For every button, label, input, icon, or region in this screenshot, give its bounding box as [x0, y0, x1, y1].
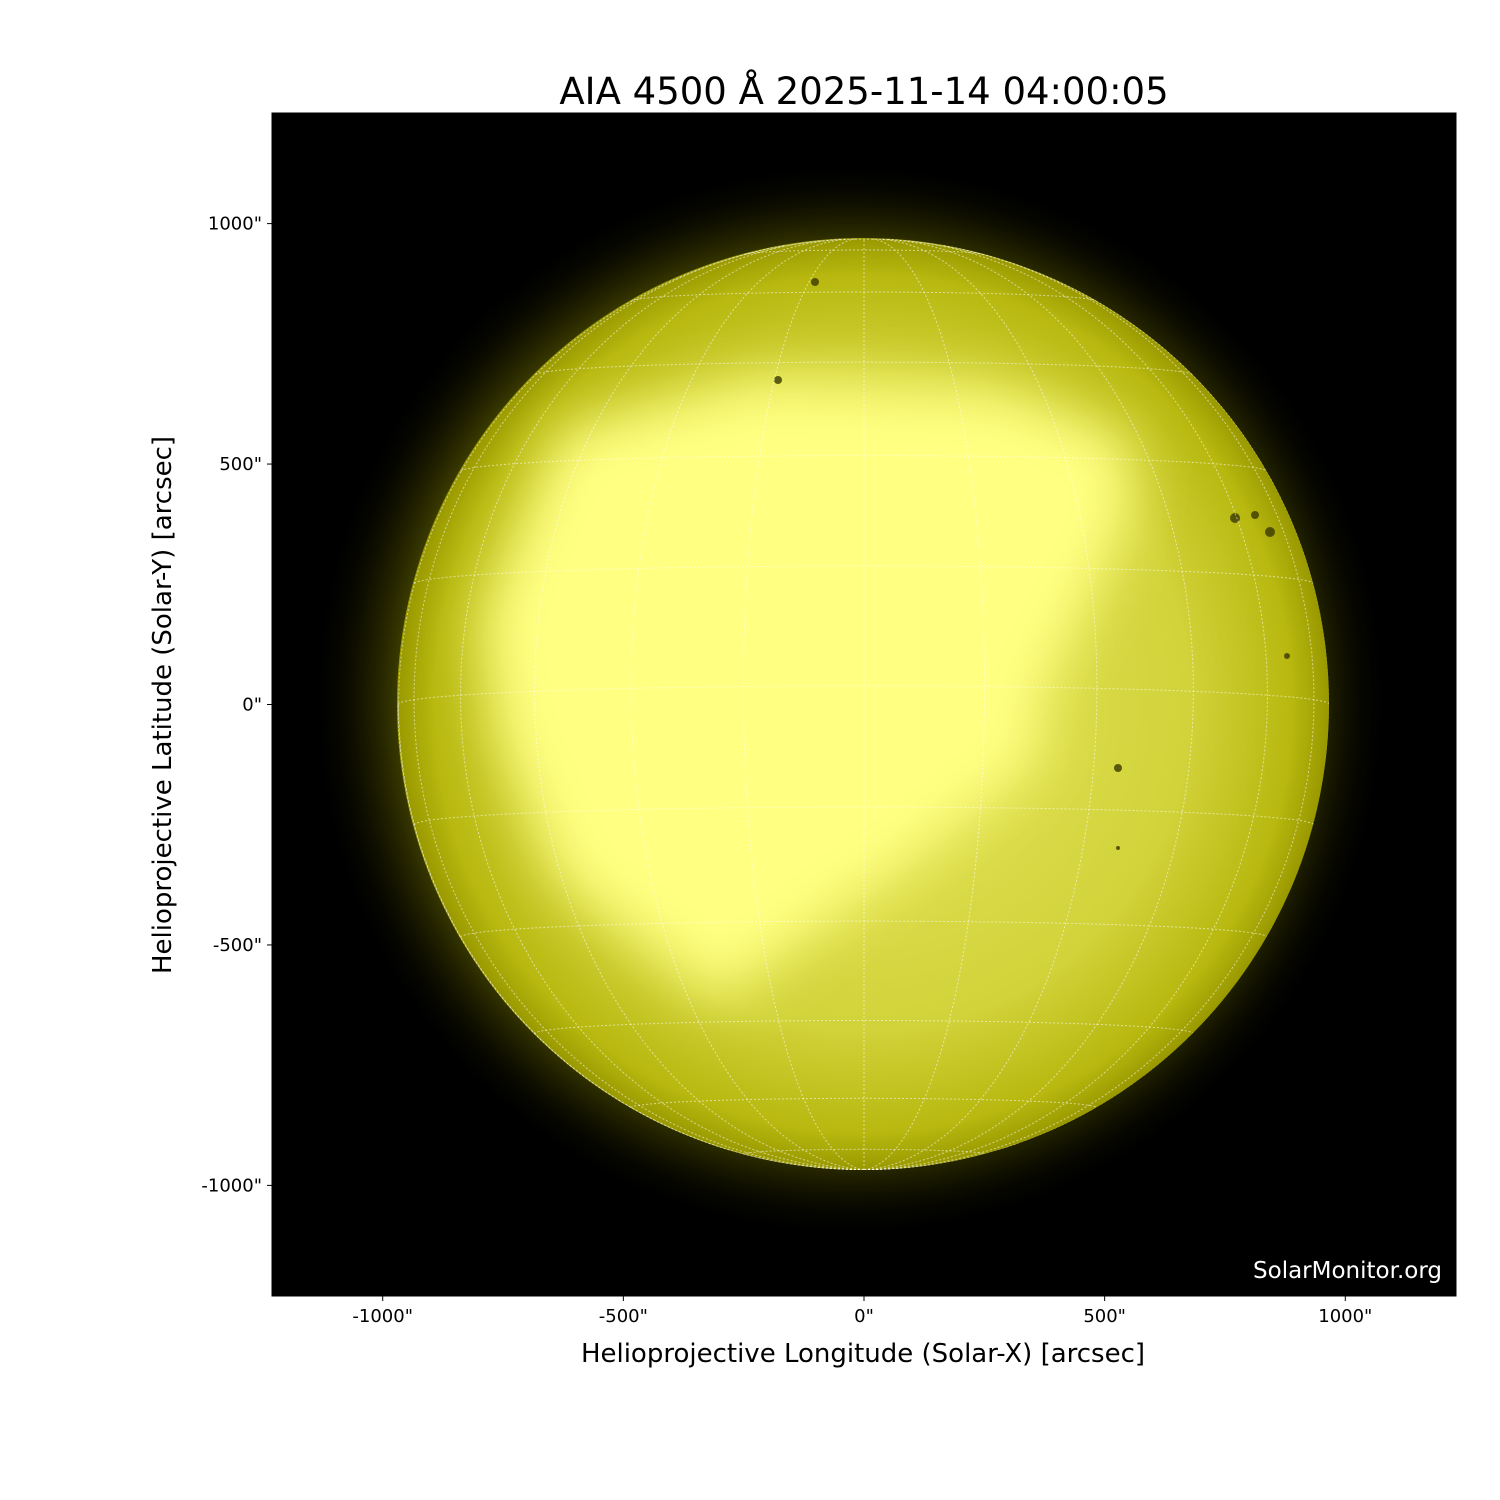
latitude-line	[413, 806, 1315, 826]
latitude-line	[631, 291, 1097, 302]
x-axis: -1000" -500" 0" 500" 1000"	[352, 1296, 1372, 1327]
latitude-line	[535, 361, 1193, 375]
y-tick-label: -500"	[213, 935, 262, 956]
y-axis: -1000" -500" 0" 500" 1000"	[201, 214, 272, 1196]
longitude-line	[630, 238, 865, 1170]
sunspot	[774, 376, 782, 384]
sunspot	[1230, 513, 1240, 523]
limb-line	[398, 238, 1329, 1170]
y-axis-label: Helioprojective Latitude (Solar-Y) [arcs…	[148, 436, 178, 974]
x-tick-label: -1000"	[352, 1306, 413, 1327]
longitude-line	[863, 244, 1315, 1170]
longitude-line	[459, 240, 865, 1170]
longitude-line	[863, 238, 1098, 1170]
longitude-line	[534, 238, 865, 1170]
y-tick-label: 500"	[219, 454, 262, 475]
watermark: SolarMonitor.org	[1253, 1258, 1442, 1284]
latitude-line	[630, 1097, 1098, 1109]
bright-region	[480, 380, 1130, 1000]
x-tick-label: 500"	[1083, 1306, 1126, 1327]
longitude-line	[863, 240, 1269, 1170]
chart-title: AIA 4500 Å 2025-11-14 04:00:05	[559, 69, 1168, 113]
sunspot	[811, 278, 819, 286]
y-tick-label: -1000"	[201, 1175, 262, 1196]
longitude-line	[863, 238, 986, 1170]
x-tick-label: -500"	[599, 1306, 648, 1327]
latitude-line	[460, 455, 1268, 472]
longitude-line	[413, 244, 865, 1170]
longitude-line	[742, 238, 865, 1170]
plot-area: SolarMonitor.org	[272, 113, 1456, 1296]
sunspot	[1284, 653, 1290, 659]
sunspot	[1251, 511, 1259, 519]
x-axis-label: Helioprojective Longitude (Solar-X) [arc…	[581, 1339, 1145, 1369]
y-tick-label: 0"	[242, 695, 262, 716]
x-tick-label: 1000"	[1318, 1306, 1372, 1327]
latitude-line	[742, 1148, 986, 1156]
sunspot	[1265, 527, 1275, 537]
sunspot	[1114, 764, 1122, 772]
latitude-line	[460, 920, 1268, 938]
x-tick-label: 0"	[854, 1306, 874, 1327]
longitude-line	[863, 238, 1194, 1170]
latitude-line	[534, 1020, 1194, 1035]
sunspots	[774, 278, 1290, 850]
y-tick-label: 1000"	[208, 214, 262, 235]
sunspot	[1116, 846, 1120, 850]
